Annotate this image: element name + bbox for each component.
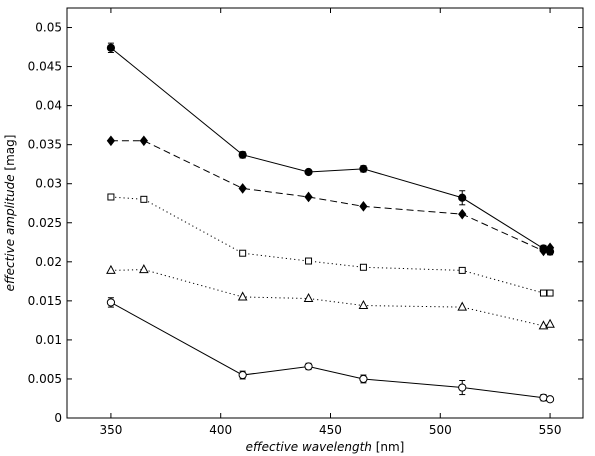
y-tick-label: 0 (54, 411, 62, 425)
series-line (110, 47, 551, 253)
data-series (106, 264, 555, 330)
y-tick-label: 0.005 (28, 372, 62, 386)
data-point (107, 193, 115, 201)
data-point (545, 395, 555, 404)
series-line (110, 269, 551, 327)
y-tick-label: 0.01 (35, 333, 62, 347)
data-point (545, 318, 555, 328)
y-tick-label: 0.025 (28, 216, 62, 230)
data-point (305, 257, 313, 265)
data-point (539, 289, 547, 297)
data-point (237, 291, 248, 301)
data-point (106, 264, 116, 274)
axes: 350 400 450 500 550 0 0.005 0.01 0.015 0.02 0.025 0… (28, 7, 584, 437)
data-point (238, 150, 247, 159)
x-tick-label: 400 (209, 423, 232, 437)
y-axis-label-name: effective amplitude (3, 174, 17, 291)
data-point (139, 135, 148, 147)
plot-frame (66, 7, 584, 419)
series-line (110, 301, 551, 400)
data-point (458, 208, 467, 220)
data-point (303, 292, 314, 303)
data-point (106, 298, 116, 307)
x-axis-label-unit: [nm] (372, 440, 404, 454)
data-point (304, 167, 313, 177)
y-tick-label: 0.03 (35, 177, 62, 191)
series-line (110, 140, 551, 252)
data-point (238, 370, 247, 380)
data-point (539, 393, 548, 402)
data-point (358, 299, 369, 310)
plot-area (106, 42, 555, 404)
y-tick-label: 0.015 (28, 294, 62, 308)
data-point (538, 320, 549, 330)
data-series (107, 193, 554, 297)
data-series (106, 42, 555, 256)
x-axis-label-name: effective wavelength (246, 440, 372, 454)
data-point (359, 374, 368, 384)
x-tick-label: 450 (319, 423, 342, 437)
data-point (140, 195, 148, 203)
data-point (106, 135, 116, 147)
series-line (110, 196, 551, 294)
y-tick-label: 0.045 (28, 60, 62, 74)
data-point (359, 263, 367, 271)
data-point (359, 201, 368, 212)
y-tick-label: 0.02 (35, 255, 62, 269)
y-tick-label: 0.04 (35, 99, 62, 113)
data-point (545, 242, 555, 254)
y-axis-label-unit: [mag] (3, 135, 17, 175)
data-point (359, 164, 368, 173)
data-point (539, 245, 548, 257)
data-point (458, 266, 466, 274)
data-point (239, 249, 247, 257)
data-point (457, 301, 468, 311)
data-point (546, 289, 554, 297)
y-axis-label: effective amplitude [mag] (3, 135, 17, 292)
x-tick-label: 550 (539, 423, 562, 437)
data-point (304, 362, 313, 371)
data-series (106, 297, 555, 404)
data-point (238, 183, 247, 194)
data-point (304, 191, 313, 203)
data-point (458, 193, 467, 202)
data-point (139, 264, 149, 274)
y-tick-label: 0.05 (35, 21, 62, 35)
data-point (106, 43, 116, 52)
data-point (458, 383, 467, 392)
data-series (106, 135, 555, 257)
y-tick-label: 0.035 (28, 138, 62, 152)
x-axis-label: effective wavelength [nm] (246, 440, 405, 454)
x-tick-label: 500 (429, 423, 452, 437)
x-tick-label: 350 (99, 423, 122, 437)
